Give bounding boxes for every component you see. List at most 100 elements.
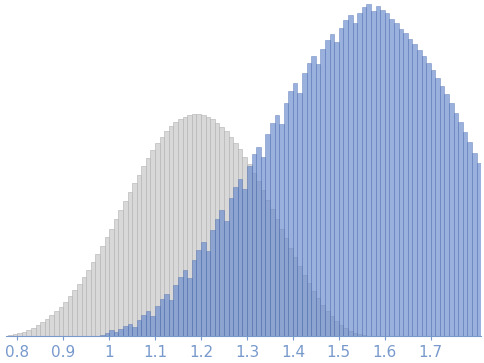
Bar (274, 219, 279, 336)
Bar (197, 250, 201, 336)
Bar (398, 29, 403, 336)
Bar (449, 103, 454, 336)
Bar (173, 122, 178, 336)
Bar (164, 131, 169, 336)
Bar (91, 262, 95, 336)
Bar (8, 335, 13, 336)
Bar (320, 49, 325, 336)
Bar (54, 311, 59, 336)
Bar (435, 78, 440, 336)
Bar (344, 328, 348, 336)
Bar (105, 333, 109, 336)
Bar (320, 305, 325, 336)
Bar (265, 134, 270, 336)
Bar (114, 332, 118, 336)
Bar (288, 248, 293, 336)
Bar (440, 86, 444, 336)
Bar (366, 4, 371, 336)
Bar (302, 73, 307, 336)
Bar (17, 333, 22, 336)
Bar (169, 126, 173, 336)
Bar (132, 327, 136, 336)
Bar (192, 260, 197, 336)
Bar (298, 93, 302, 336)
Bar (362, 7, 366, 336)
Bar (127, 192, 132, 336)
Bar (215, 123, 219, 336)
Bar (353, 333, 357, 336)
Bar (210, 119, 215, 336)
Bar (284, 238, 288, 336)
Bar (302, 275, 307, 336)
Bar (458, 122, 463, 336)
Bar (279, 125, 284, 336)
Bar (353, 23, 357, 336)
Bar (63, 302, 68, 336)
Bar (95, 254, 100, 336)
Bar (270, 209, 274, 336)
Bar (252, 155, 256, 336)
Bar (160, 299, 164, 336)
Bar (206, 251, 210, 336)
Bar (109, 228, 114, 336)
Bar (344, 20, 348, 336)
Bar (146, 158, 151, 336)
Bar (31, 327, 36, 336)
Bar (45, 319, 49, 336)
Bar (36, 325, 40, 336)
Bar (173, 285, 178, 336)
Bar (197, 114, 201, 336)
Bar (210, 230, 215, 336)
Bar (155, 143, 160, 336)
Bar (82, 277, 86, 336)
Bar (59, 306, 63, 336)
Bar (136, 320, 141, 336)
Bar (252, 173, 256, 336)
Bar (385, 13, 389, 336)
Bar (307, 283, 311, 336)
Bar (136, 175, 141, 336)
Bar (325, 40, 330, 336)
Bar (316, 298, 320, 336)
Bar (298, 266, 302, 336)
Bar (403, 33, 408, 336)
Bar (307, 63, 311, 336)
Bar (164, 294, 169, 336)
Bar (339, 28, 344, 336)
Bar (394, 23, 398, 336)
Bar (86, 270, 91, 336)
Bar (118, 329, 123, 336)
Bar (247, 164, 252, 336)
Bar (22, 331, 27, 336)
Bar (325, 311, 330, 336)
Bar (40, 322, 45, 336)
Bar (357, 13, 362, 336)
Bar (215, 219, 219, 336)
Bar (444, 94, 449, 336)
Bar (371, 11, 376, 336)
Bar (380, 10, 385, 336)
Bar (49, 315, 54, 336)
Bar (481, 175, 484, 336)
Bar (238, 179, 242, 336)
Bar (178, 277, 182, 336)
Bar (151, 316, 155, 336)
Bar (127, 323, 132, 336)
Bar (228, 198, 233, 336)
Bar (206, 117, 210, 336)
Bar (201, 115, 206, 336)
Bar (73, 290, 77, 336)
Bar (412, 44, 417, 336)
Bar (224, 131, 228, 336)
Bar (123, 326, 127, 336)
Bar (293, 83, 298, 336)
Bar (376, 6, 380, 336)
Bar (132, 183, 136, 336)
Bar (109, 330, 114, 336)
Bar (348, 16, 353, 336)
Bar (247, 166, 252, 336)
Bar (118, 211, 123, 336)
Bar (228, 137, 233, 336)
Bar (146, 311, 151, 336)
Bar (334, 321, 339, 336)
